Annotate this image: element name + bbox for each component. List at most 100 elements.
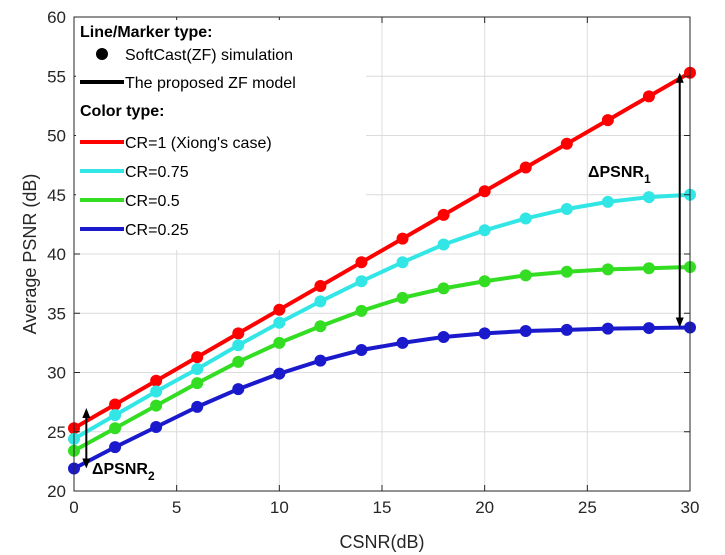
- arrow-head: [82, 408, 91, 419]
- data-point: [642, 322, 655, 335]
- y-tick-label: 50: [47, 127, 66, 146]
- arrow-head: [82, 458, 91, 469]
- data-point: [273, 316, 286, 329]
- data-point: [150, 374, 163, 387]
- data-point: [150, 385, 163, 398]
- data-point: [314, 279, 327, 292]
- data-point: [519, 269, 532, 282]
- legend-series-label: CR=1 (Xiong's case): [125, 135, 272, 152]
- annotation-subscript: 2: [148, 469, 155, 483]
- x-tick-label: 5: [172, 498, 181, 517]
- data-point: [191, 351, 204, 364]
- data-point: [478, 275, 491, 288]
- data-point: [601, 114, 614, 127]
- arrow-head: [675, 72, 684, 83]
- data-point: [437, 238, 450, 251]
- y-tick-label: 20: [47, 482, 66, 501]
- data-point: [191, 377, 204, 390]
- legend-marker-header: Line/Marker type:: [80, 24, 212, 41]
- tick-group: 0 5 10 15 20 25 30 20 25 30 35 40 45 50 55 60: [47, 8, 699, 517]
- x-tick-label: 25: [578, 498, 597, 517]
- data-point: [355, 304, 368, 317]
- data-point: [109, 409, 122, 422]
- legend: Line/Marker type: SoftCast(ZF) simulation…: [76, 20, 366, 250]
- data-point: [519, 161, 532, 174]
- data-point: [150, 399, 163, 412]
- data-point: [273, 336, 286, 349]
- data-point: [232, 383, 245, 396]
- data-point: [560, 202, 573, 215]
- data-point: [355, 343, 368, 356]
- legend-series-label: CR=0.75: [125, 164, 189, 181]
- data-point: [437, 282, 450, 295]
- y-tick-label: 55: [47, 67, 66, 86]
- x-tick-label: 20: [475, 498, 494, 517]
- data-point: [478, 224, 491, 237]
- data-point: [191, 400, 204, 413]
- data-point: [232, 339, 245, 352]
- x-tick-label: 30: [681, 498, 700, 517]
- x-tick-label: 0: [69, 498, 78, 517]
- y-tick-label: 40: [47, 245, 66, 264]
- x-tick-label: 10: [270, 498, 289, 517]
- data-point: [314, 354, 327, 367]
- x-tick-label: 15: [373, 498, 392, 517]
- legend-marker-label: SoftCast(ZF) simulation: [125, 47, 293, 64]
- y-tick-label: 35: [47, 304, 66, 323]
- data-point: [314, 295, 327, 308]
- data-point: [191, 362, 204, 375]
- annotations-group: ΔPSNR1 ΔPSNR2: [82, 72, 684, 483]
- y-tick-label: 30: [47, 364, 66, 383]
- data-point: [601, 322, 614, 335]
- data-point: [642, 262, 655, 275]
- data-point: [601, 263, 614, 276]
- series-line: [73, 325, 691, 471]
- data-point: [109, 398, 122, 411]
- series-group: [68, 66, 696, 475]
- data-point: [396, 256, 409, 269]
- data-point: [601, 195, 614, 208]
- legend-marker-symbol: [96, 48, 108, 60]
- annotation-label: ΔPSNR1: [588, 164, 651, 186]
- data-point: [109, 422, 122, 435]
- legend-box: [76, 20, 366, 250]
- data-point: [396, 232, 409, 245]
- data-point: [519, 212, 532, 225]
- annotation-label: ΔPSNR2: [92, 461, 155, 483]
- y-tick-label: 45: [47, 186, 66, 205]
- data-point: [150, 421, 163, 434]
- legend-color-header: Color type:: [80, 103, 164, 120]
- data-point: [642, 191, 655, 204]
- data-point: [232, 355, 245, 368]
- data-point: [273, 303, 286, 316]
- y-tick-label: 25: [47, 423, 66, 442]
- data-point: [109, 441, 122, 454]
- series-line: [73, 265, 691, 453]
- legend-series-label: CR=0.25: [125, 222, 189, 239]
- data-point: [519, 325, 532, 338]
- y-tick-label: 60: [47, 8, 66, 27]
- data-point: [396, 336, 409, 349]
- data-point: [232, 327, 245, 340]
- data-point: [560, 265, 573, 278]
- data-point: [560, 323, 573, 336]
- data-point: [478, 185, 491, 198]
- data-point: [273, 367, 286, 380]
- annotation-subscript: 1: [644, 172, 651, 186]
- legend-line-label: The proposed ZF model: [125, 75, 296, 92]
- series-line: [73, 192, 691, 441]
- data-point: [560, 137, 573, 150]
- y-axis-title: Average PSNR (dB): [20, 174, 40, 335]
- data-point: [355, 275, 368, 288]
- legend-series-label: CR=0.5: [125, 193, 180, 210]
- data-point: [314, 320, 327, 333]
- data-point: [642, 90, 655, 103]
- series-line: [73, 70, 691, 430]
- data-point: [355, 256, 368, 269]
- x-axis-title: CSNR(dB): [339, 532, 424, 552]
- data-point: [396, 291, 409, 304]
- data-point: [478, 327, 491, 340]
- data-point: [437, 208, 450, 221]
- data-point: [437, 330, 450, 343]
